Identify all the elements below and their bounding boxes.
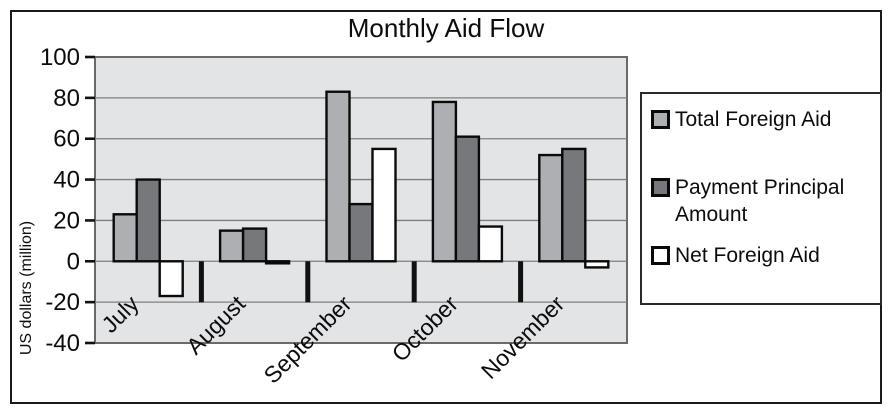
legend-swatch-payment-principal: [651, 178, 670, 197]
chart-title: Monthly Aid Flow: [347, 13, 545, 43]
bar-total-foreign-aid-august: [218, 229, 245, 263]
bar-total-foreign-aid-october: [431, 100, 458, 263]
bar-payment-principal-amount-august: [241, 227, 268, 263]
legend-swatch-net-foreign-aid: [651, 246, 670, 265]
legend-label-net-foreign-aid: Net Foreign Aid: [675, 244, 820, 267]
y-tick-label--20: -20: [45, 289, 80, 316]
legend-item-total-foreign-aid: Total Foreign Aid: [651, 106, 876, 133]
bar-total-foreign-aid-july: [112, 213, 138, 263]
y-tick-label-60: 60: [53, 126, 80, 153]
bar-net-foreign-aid-november: [584, 260, 610, 269]
legend-label-payment-principal: Payment Principal Amount: [675, 176, 845, 226]
bar-net-foreign-aid-august: [264, 260, 291, 265]
bar-payment-principal-amount-july: [135, 178, 161, 263]
bar-total-foreign-aid-september: [325, 90, 351, 263]
y-tick-label-20: 20: [53, 207, 80, 234]
y-tick-label--40: -40: [45, 330, 80, 357]
legend-box: Total Foreign Aid Payment Principal Amou…: [640, 92, 882, 305]
bar-payment-principal-amount-september: [348, 202, 374, 263]
bar-net-foreign-aid-september: [371, 147, 397, 263]
bar-payment-principal-amount-october: [454, 135, 481, 263]
y-tick-label-0: 0: [67, 248, 80, 275]
bar-net-foreign-aid-october: [477, 225, 504, 263]
legend-item-payment-principal: Payment Principal Amount: [651, 174, 876, 228]
bar-net-foreign-aid-july: [158, 260, 184, 298]
y-tick-label-100: 100: [40, 44, 80, 71]
y-tick-label-40: 40: [53, 167, 80, 194]
legend-item-net-foreign-aid: Net Foreign Aid: [651, 242, 876, 269]
legend-label-total-foreign-aid: Total Foreign Aid: [675, 108, 832, 131]
bar-total-foreign-aid-november: [538, 153, 564, 263]
bar-payment-principal-amount-november: [561, 147, 587, 263]
y-tick-label-80: 80: [53, 85, 80, 112]
legend-swatch-total-foreign-aid: [651, 110, 670, 129]
